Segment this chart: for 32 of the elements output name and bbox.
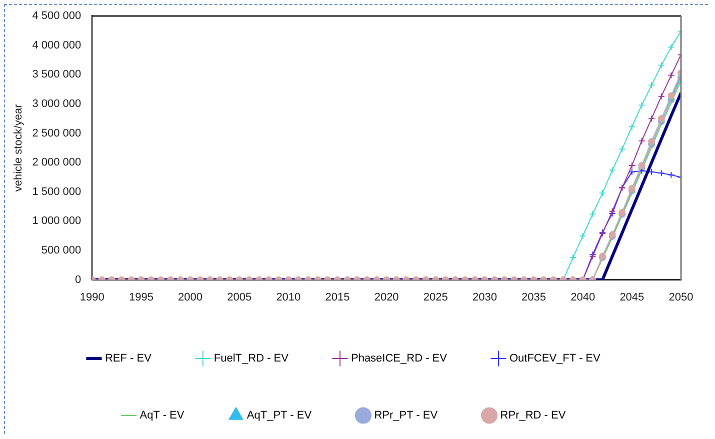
y-tick-label: 1 000 000 — [32, 215, 82, 228]
x-tick-label: 2000 — [178, 291, 203, 304]
x-tick-label: 2040 — [570, 291, 596, 304]
x-tick-label: 2035 — [522, 291, 546, 304]
y-tick-label: 4 500 000 — [32, 10, 82, 22]
x-tick-label: 2050 — [668, 291, 694, 304]
x-tick-label: 1990 — [80, 291, 104, 304]
y-tick-label: 0 — [75, 274, 82, 286]
legend-label: OutFCEV_FT - EV — [509, 352, 601, 365]
legend-label: RPr_PT - EV — [374, 410, 438, 422]
x-tick-label: 2045 — [620, 291, 644, 304]
y-tick-label: 2 000 000 — [32, 156, 82, 169]
legend-label: RPr_RD - EV — [500, 410, 566, 422]
y-tick-label: 3 000 000 — [32, 98, 82, 110]
y-tick-label: 4 000 000 — [32, 39, 82, 52]
x-tick-label: 1995 — [128, 291, 154, 304]
legend-label: FuelT_RD - EV — [214, 352, 290, 365]
x-tick-label: 2030 — [472, 291, 497, 304]
y-tick-label: 500 000 — [41, 244, 82, 257]
legend-label: AqT_PT - EV — [246, 410, 312, 422]
x-tick-label: 2020 — [374, 291, 399, 304]
y-tick-label: 3 500 000 — [32, 68, 82, 81]
x-tick-label: 2025 — [423, 291, 448, 304]
legend-label: AqT - EV — [140, 410, 185, 422]
legend-label: PhaseICE_RD - EV — [350, 352, 448, 365]
x-tick-label: 2005 — [227, 291, 252, 304]
y-axis-title: vehicle stock/year — [12, 104, 25, 192]
y-tick-label: 1 500 000 — [32, 186, 82, 198]
legend-label: REF - EV — [104, 352, 152, 365]
x-tick-label: 2010 — [276, 291, 301, 304]
y-tick-label: 2 500 000 — [32, 127, 82, 140]
x-tick-label: 2015 — [325, 291, 350, 304]
